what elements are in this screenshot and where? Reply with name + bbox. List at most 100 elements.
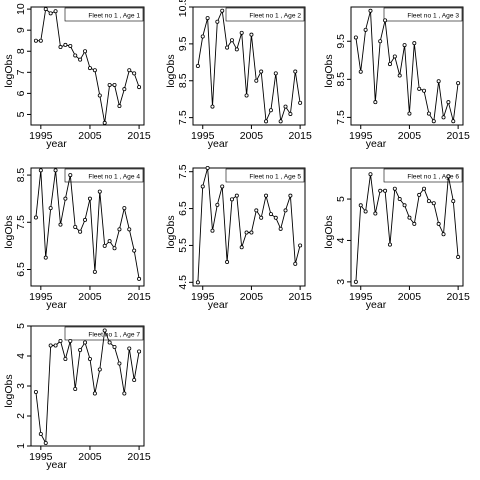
data-point — [407, 215, 412, 220]
series-line — [355, 174, 459, 282]
data-point — [92, 269, 97, 274]
data-point — [234, 47, 239, 52]
data-point — [451, 119, 456, 124]
data-point — [53, 168, 58, 173]
data-point — [283, 208, 288, 213]
data-point — [38, 431, 43, 436]
data-point — [73, 224, 78, 229]
data-point — [293, 69, 298, 74]
title-box — [383, 168, 463, 183]
data-point — [259, 215, 264, 220]
y-tick-label: 5 — [15, 323, 27, 329]
data-point — [87, 356, 92, 361]
data-point — [368, 172, 373, 177]
chart-panel-7: 1995 2005 2015 1 2 3 4 5 year logObs Fleet no 1 , … — [3, 323, 151, 471]
title-box — [383, 7, 463, 22]
data-point — [117, 104, 122, 109]
data-point — [112, 82, 117, 87]
series-line — [355, 10, 459, 123]
y-tick-label: 5 — [335, 196, 347, 202]
data-point — [392, 186, 397, 191]
y-axis-label: logObs — [3, 215, 15, 248]
data-point — [38, 38, 43, 43]
y-tick-label: 6.5 — [177, 201, 189, 216]
data-point — [239, 30, 244, 35]
data-point — [200, 34, 205, 39]
data-point — [210, 228, 215, 233]
data-point — [102, 328, 107, 333]
data-point — [78, 347, 83, 352]
y-tick-label: 9 — [15, 27, 27, 33]
data-point — [422, 88, 427, 93]
data-point — [283, 104, 288, 109]
data-point — [48, 343, 53, 348]
y-tick-label: 5 — [15, 111, 27, 117]
data-point — [122, 87, 127, 92]
data-point — [43, 255, 48, 260]
x-tick-label: 2005 — [78, 130, 102, 142]
data-point — [244, 93, 249, 98]
y-tick-label: 9.5 — [177, 36, 189, 51]
chart-panel-5: 1995 2005 2015 4.5 5.5 6.5 7.5 year logObs Fleet … — [165, 164, 312, 311]
data-point — [402, 203, 407, 208]
x-tick-label: 2005 — [398, 130, 422, 142]
data-point — [353, 279, 358, 284]
y-tick-label: 5.5 — [177, 238, 189, 253]
data-point — [220, 8, 225, 13]
data-point — [122, 206, 127, 211]
data-point — [392, 54, 397, 59]
data-point — [132, 248, 137, 253]
data-point — [446, 174, 451, 179]
data-point — [78, 57, 83, 62]
data-point — [210, 104, 215, 109]
y-axis-label: logObs — [323, 215, 335, 248]
x-tick-label: 2005 — [78, 291, 102, 303]
plot-frame — [350, 167, 464, 287]
data-point — [441, 232, 446, 237]
data-point — [132, 377, 137, 382]
data-point — [117, 361, 122, 366]
data-point — [102, 120, 107, 125]
x-tick-label: 1995 — [191, 291, 215, 303]
x-tick-label: 2015 — [288, 291, 312, 303]
series-line — [197, 9, 301, 124]
data-point — [225, 260, 230, 265]
chart-title: Fleet no 1 , Age 1 — [88, 13, 140, 20]
y-axis-label: logObs — [3, 54, 15, 87]
data-point — [254, 208, 259, 213]
data-point — [397, 197, 402, 202]
chart-panel-6: 1995 2005 2015 3 4 5 year logObs Fleet no 1 , Ag… — [323, 167, 470, 311]
data-point — [48, 206, 53, 211]
data-point — [58, 222, 63, 227]
y-tick-label: 3 — [335, 279, 347, 285]
title-box — [225, 168, 305, 183]
data-point — [249, 230, 254, 235]
data-point — [268, 212, 273, 217]
data-point — [268, 108, 273, 113]
data-point — [264, 193, 269, 198]
data-point — [43, 7, 48, 12]
data-point — [402, 43, 407, 48]
series-line — [197, 167, 301, 283]
data-point — [431, 119, 436, 124]
x-tick-label: 2015 — [127, 451, 151, 463]
data-point — [431, 201, 436, 206]
data-point — [63, 196, 68, 201]
x-tick-label: 1995 — [191, 130, 215, 142]
data-point — [68, 173, 73, 178]
data-point — [422, 186, 427, 191]
data-point — [215, 19, 220, 24]
data-point — [122, 391, 127, 396]
chart-title: Fleet no 1 , Age 5 — [249, 174, 301, 181]
data-point — [288, 111, 293, 116]
data-point — [387, 242, 392, 247]
y-tick-label: 10 — [15, 3, 27, 15]
y-tick-label: 6.5 — [15, 262, 27, 277]
data-point — [373, 100, 378, 105]
data-point — [273, 215, 278, 220]
series-line — [35, 170, 140, 279]
data-point — [87, 66, 92, 71]
data-point — [456, 255, 461, 260]
plot-frame — [192, 167, 306, 287]
